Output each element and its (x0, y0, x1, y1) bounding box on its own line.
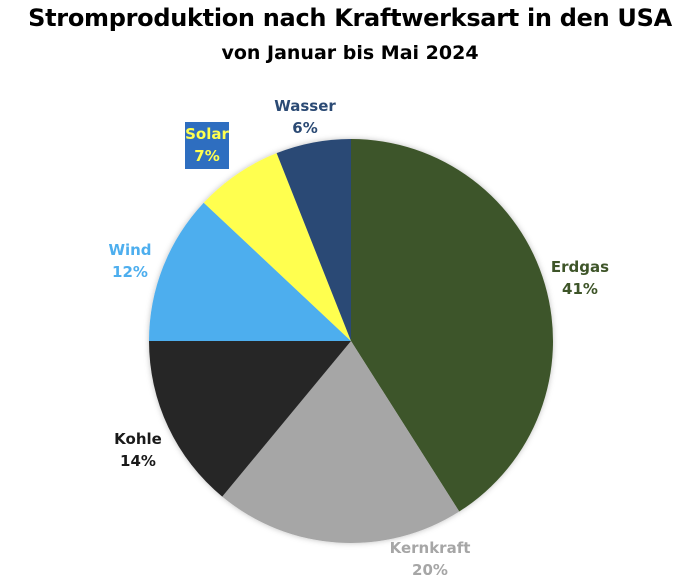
pie-slice-solar (203, 153, 351, 341)
data-label-value-wasser: 6% (292, 119, 317, 137)
pie-slice-erdgas (351, 139, 553, 512)
chart-title: Stromproduktion nach Kraftwerksart in de… (28, 4, 672, 32)
data-label-value-kernkraft: 20% (412, 561, 448, 579)
data-label-name-solar: Solar (185, 125, 229, 143)
pie-slice-kernkraft (222, 341, 460, 543)
data-label-name-kernkraft: Kernkraft (390, 539, 471, 557)
data-label-value-solar: 7% (194, 147, 219, 165)
pie-slice-wasser (276, 139, 351, 341)
data-label-value-kohle: 14% (120, 452, 156, 470)
data-label-name-erdgas: Erdgas (551, 258, 609, 276)
data-label-value-erdgas: 41% (562, 280, 598, 298)
pie-slice-kohle (149, 341, 351, 497)
data-label-name-wasser: Wasser (274, 97, 336, 115)
data-label-name-wind: Wind (108, 241, 151, 259)
data-label-background-solar (185, 122, 229, 169)
chart-subtitle: von Januar bis Mai 2024 (221, 42, 479, 64)
pie-slice-wind (149, 202, 351, 341)
data-label-value-wind: 12% (112, 263, 148, 281)
data-label-name-kohle: Kohle (114, 430, 162, 448)
